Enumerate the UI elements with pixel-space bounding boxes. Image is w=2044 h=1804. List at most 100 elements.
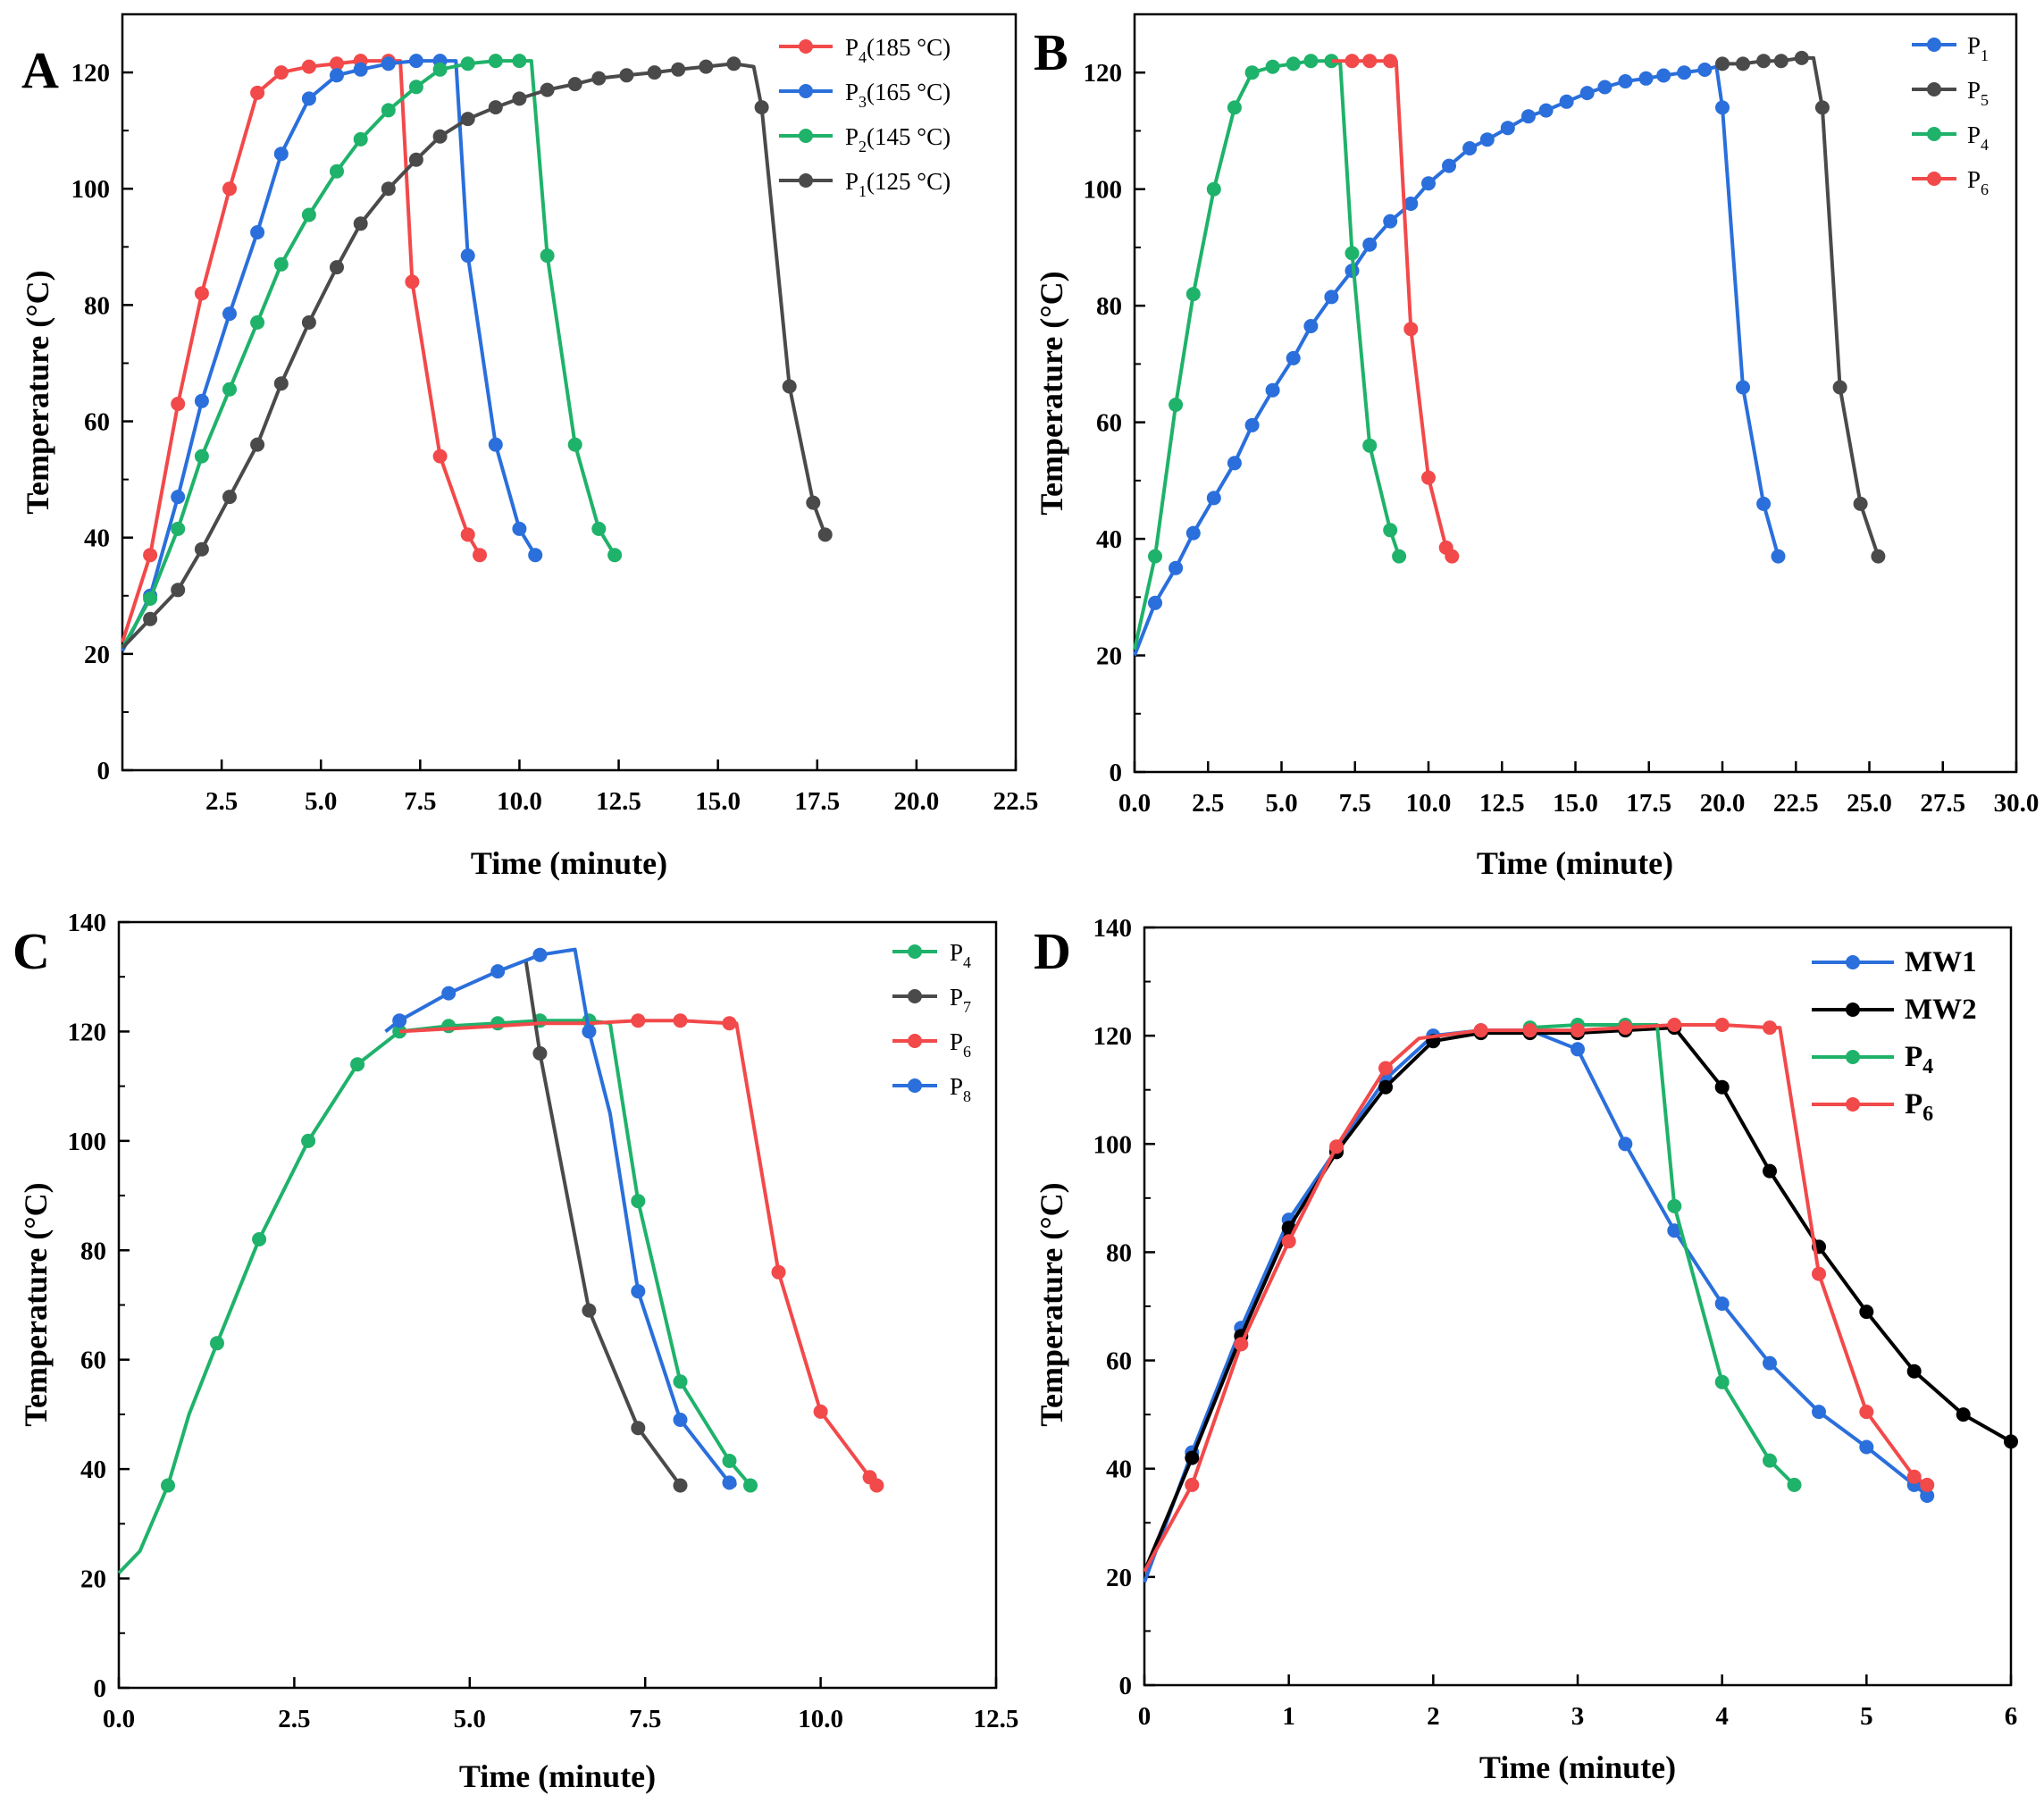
panel-a-y-tick-label: 60	[84, 408, 110, 437]
panel-a-y-axis-title: Temperature (°C)	[20, 270, 55, 514]
panel-a-x-tick-label: 12.5	[596, 787, 641, 816]
panel-a-legend-label-3: P1(125 °C)	[845, 168, 951, 200]
panel-a-data-point	[806, 495, 821, 510]
panel-d-y-tick-label: 100	[1093, 1130, 1133, 1159]
panel-c-y-axis-title: Temperature (°C)	[18, 1182, 54, 1426]
panel-d-legend-label-base: P	[1905, 1041, 1923, 1073]
panel-a-data-point	[194, 393, 209, 408]
panel-b-data-point	[1206, 491, 1221, 506]
panel-a-data-point	[405, 274, 420, 289]
panel-a-data-point	[171, 397, 186, 411]
panel-b-data-point	[1421, 176, 1436, 191]
panel-c-data-point	[722, 1454, 737, 1468]
panel-b-data-point	[1756, 496, 1772, 511]
panel-a-x-tick-label: 7.5	[404, 787, 436, 816]
panel-a-y-tick-label: 0	[97, 757, 111, 785]
panel-b-legend-label-sub: 4	[1981, 136, 1989, 154]
panel-d-data-point	[1185, 1450, 1200, 1465]
panel-a-data-point	[647, 65, 662, 80]
panel-a-x-tick-label: 2.5	[205, 787, 238, 816]
panel-c-legend-label-3: P8	[950, 1073, 971, 1105]
panel-b-legend-label-3: P6	[1967, 166, 1989, 198]
panel-b-data-point	[1736, 380, 1750, 395]
panel-b-data-point	[1871, 549, 1886, 564]
panel-d-data-point	[1667, 1223, 1682, 1238]
panel-a-data-point	[591, 71, 607, 86]
panel-d-legend-marker-3	[1846, 1097, 1860, 1112]
panel-b-x-tick-label: 15.0	[1553, 789, 1598, 818]
panel-b-data-point	[1579, 86, 1595, 101]
panel-d-data-point	[1787, 1477, 1802, 1492]
panel-b-data-point	[1244, 417, 1260, 432]
panel-d-data-point	[2004, 1434, 2018, 1449]
panel-b-data-point	[1853, 496, 1868, 511]
panel-c-data-point	[532, 947, 548, 962]
panel-d-data-point	[1185, 1477, 1200, 1492]
panel-d-data-point	[1920, 1489, 1935, 1503]
panel-b-data-point	[1715, 56, 1730, 71]
panel-b-y-tick-label: 120	[1084, 59, 1123, 88]
panel-d-series-line-1	[1143, 1026, 2012, 1573]
panel-c-data-point	[813, 1404, 828, 1419]
panel-a-data-point	[432, 62, 448, 77]
panel-a-data-point	[381, 56, 396, 71]
panel-a-data-point	[528, 548, 543, 563]
panel-a-data-point	[512, 91, 527, 106]
panel-c-legend-label-0: P4	[950, 939, 971, 971]
panel-a-y-tick-label: 120	[71, 59, 111, 88]
panel-a-data-point	[222, 382, 237, 397]
panel-a-legend-marker-0	[799, 39, 813, 54]
panel-a-data-point	[699, 59, 714, 74]
panel-b-data-point	[1362, 237, 1378, 252]
panel-c-series-line-2	[399, 1019, 878, 1487]
panel-a-data-point	[171, 583, 186, 598]
panel-d-y-tick-label: 80	[1106, 1238, 1132, 1267]
panel-d-data-point	[1763, 1453, 1777, 1468]
panel-d-data-point	[1714, 1374, 1730, 1389]
panel-c-data-point	[869, 1478, 884, 1493]
panel-d-legend-label-base: MW1	[1905, 946, 1977, 978]
panel-d-data-point	[1522, 1023, 1537, 1038]
panel-b-data-point	[1185, 525, 1201, 541]
panel-a-legend-label-rest: (165 °C)	[867, 79, 951, 105]
panel-b-letter: B	[1034, 23, 1068, 81]
panel-d-legend-marker-2	[1846, 1050, 1860, 1064]
panel-b-legend-label-sub: 1	[1981, 46, 1989, 64]
panel-c-data-point	[350, 1057, 365, 1072]
panel-d-data-point	[1859, 1305, 1874, 1320]
panel-b-data-point	[1559, 94, 1574, 109]
panel-a-data-point	[301, 59, 316, 74]
panel-d-data-point	[1667, 1198, 1682, 1213]
panel-a-legend-label-rest: (185 °C)	[867, 34, 951, 61]
panel-a-data-point	[301, 315, 316, 330]
panel-d-data-point	[1906, 1469, 1922, 1484]
panel-d-data-point	[1812, 1266, 1826, 1281]
panel-b-legend-marker-2	[1927, 127, 1941, 141]
panel-d-data-point	[1667, 1018, 1682, 1032]
panel-a-data-point	[432, 449, 448, 464]
panel-c-legend-marker-3	[908, 1078, 922, 1093]
panel-a-legend-marker-3	[799, 173, 813, 188]
panel-c-data-point	[722, 1475, 737, 1490]
panel-b-ticks: 0.0 2.5 5.0 7.5 10.0 12.5 15.0 17.5 20.0 22.5 25.0…	[1084, 59, 2040, 818]
panel-c-data-point	[673, 1374, 688, 1389]
panel-a-data-point	[301, 91, 316, 106]
panel-a-data-point	[273, 147, 289, 162]
panel-d-data-point	[1378, 1061, 1393, 1076]
panel-a-data-point	[473, 548, 487, 563]
panel-c-data-point	[532, 1045, 548, 1061]
panel-c-legend-marker-0	[908, 944, 922, 959]
panel-a: A Time (minute) Temperature (°C) 2.5 5.0 7…	[20, 13, 1038, 881]
panel-d-data-point	[1859, 1405, 1874, 1420]
panel-c-data-point	[582, 1024, 597, 1039]
panel-d-legend-marker-0	[1846, 955, 1860, 969]
panel-a-legend-label-base: P	[845, 123, 859, 150]
panel-b-data-point	[1445, 549, 1460, 564]
panel-b-legend-label-1: P5	[1967, 77, 1989, 109]
panel-b-x-tick-label: 27.5	[1920, 789, 1965, 818]
panel-c-x-tick-label: 12.5	[974, 1705, 1019, 1733]
panel-d-legend-label-3: P6	[1905, 1088, 1933, 1126]
panel-b-legend-marker-0	[1927, 38, 1941, 52]
panel-b-data-point	[1244, 65, 1260, 80]
panel-a-data-point	[754, 100, 769, 115]
